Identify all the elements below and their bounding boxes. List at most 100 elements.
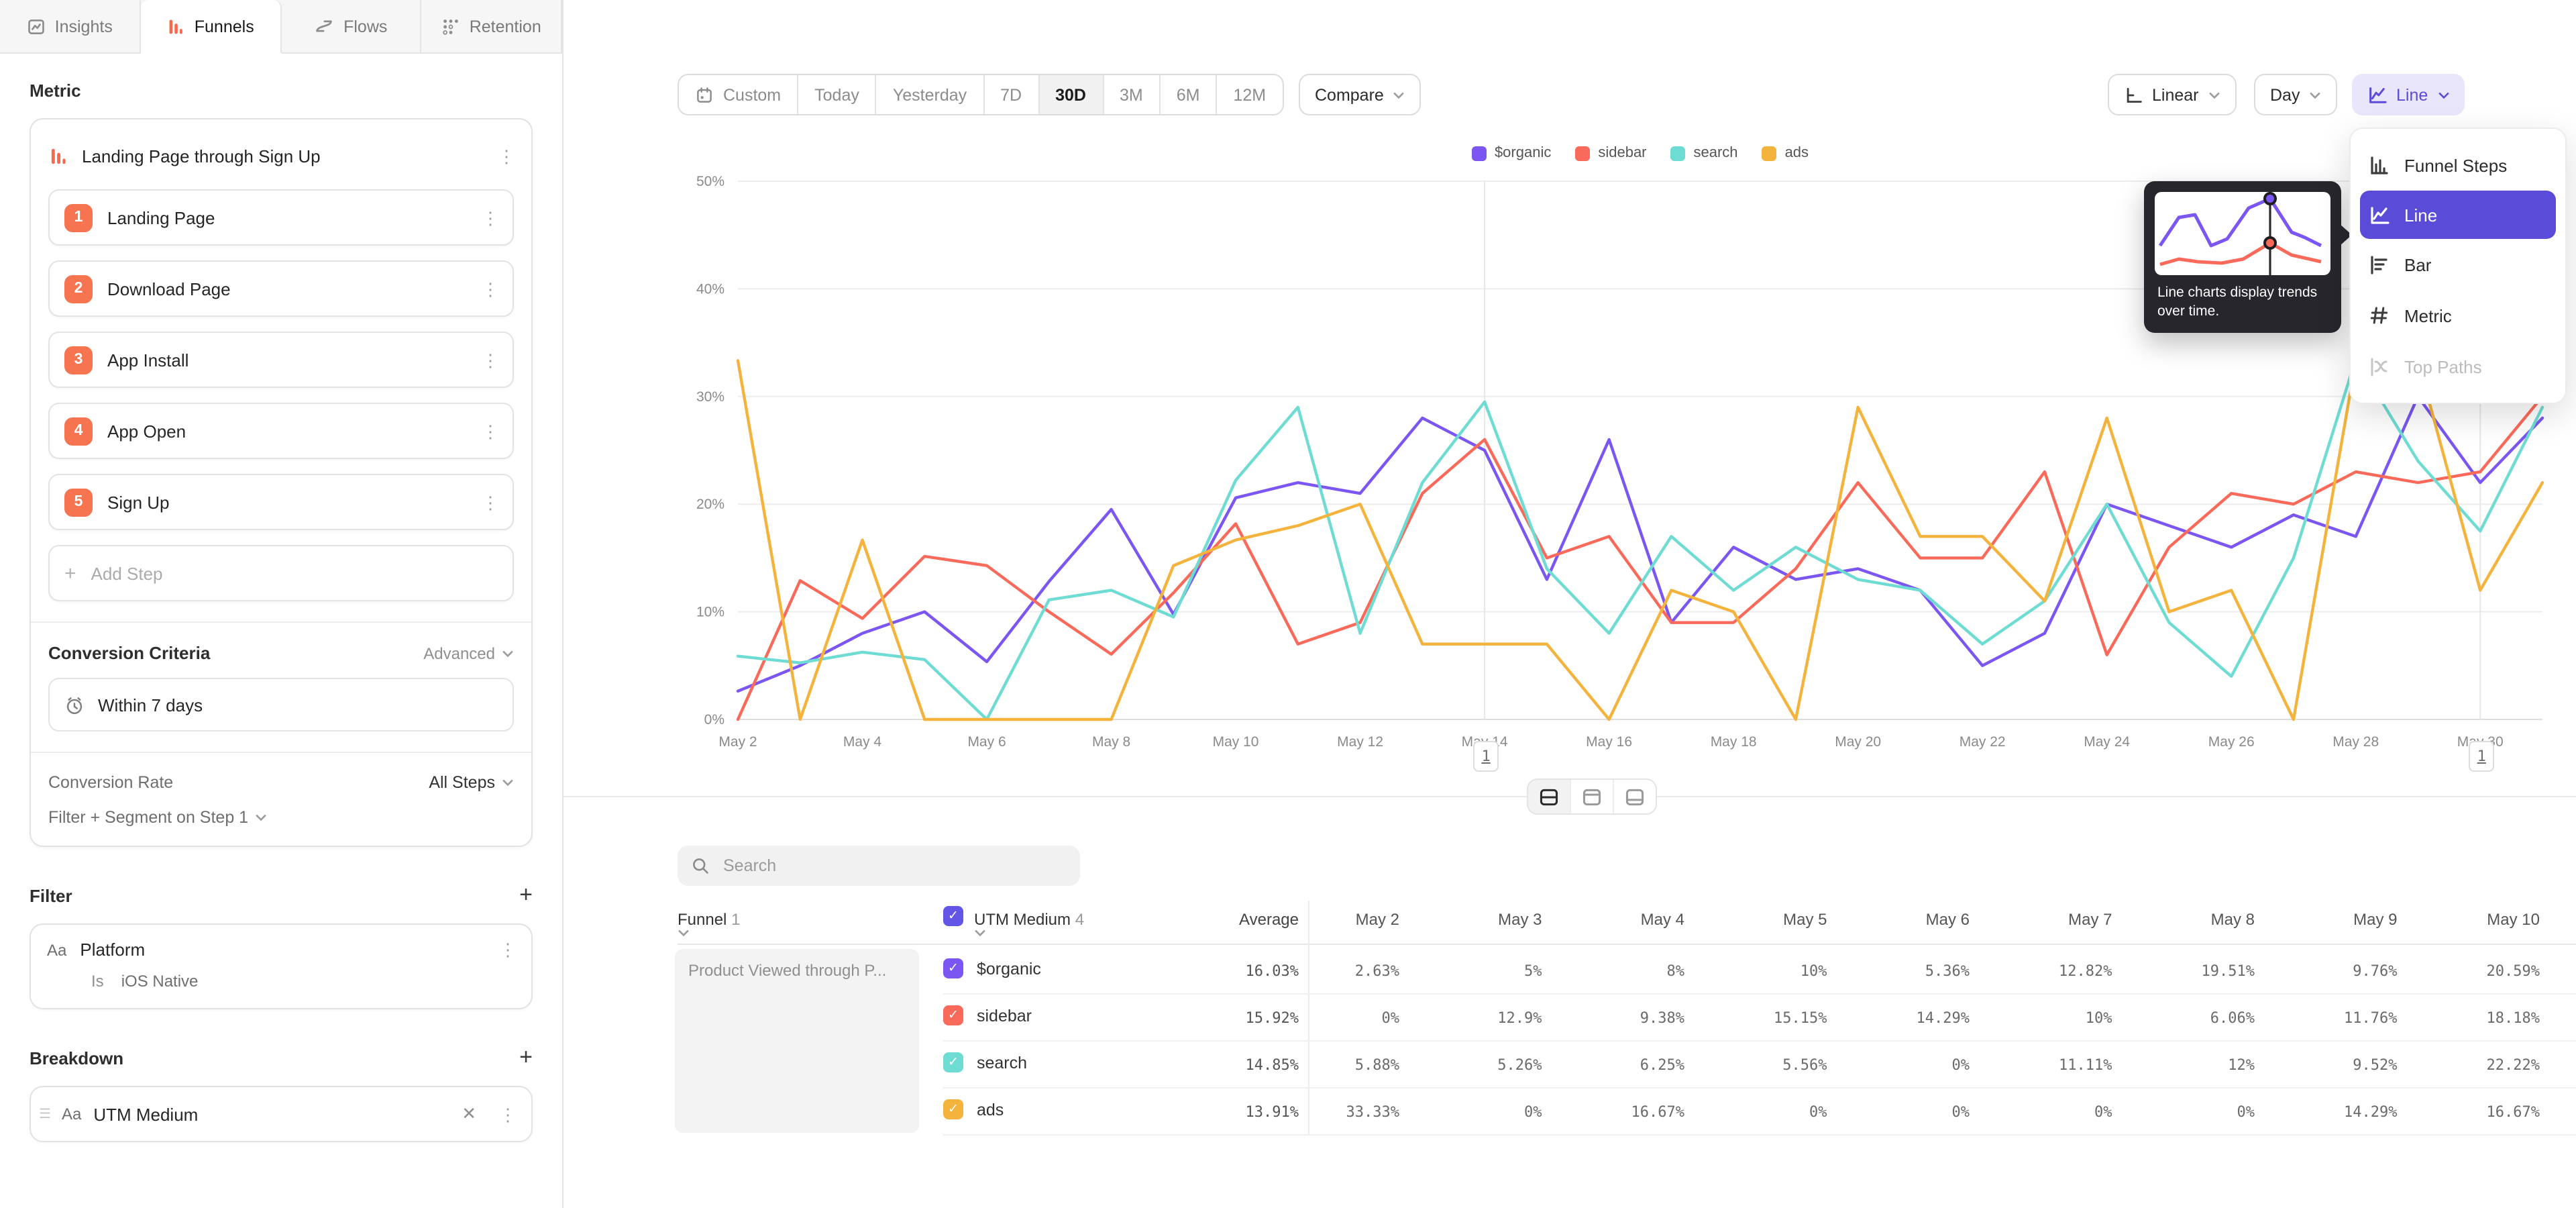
tab-retention[interactable]: Retention	[421, 0, 562, 52]
funnel-step[interactable]: 2 Download Page ⋮	[48, 260, 514, 317]
kebab-icon[interactable]: ⋮	[482, 421, 499, 441]
sidebar: Insights Funnels Flows Retention Metric Lan…	[0, 0, 564, 1208]
date-range-today[interactable]: Today	[798, 75, 877, 114]
close-icon[interactable]: ✕	[462, 1103, 476, 1123]
table-row-name[interactable]: ✓ ads	[943, 1099, 1004, 1119]
kebab-icon[interactable]: ⋮	[499, 1104, 517, 1124]
table-row-name[interactable]: ✓ sidebar	[943, 1005, 1032, 1025]
table-header-date: May 8	[2210, 910, 2255, 929]
annotation-marker[interactable]: 1	[2469, 741, 2495, 772]
svg-text:May 4: May 4	[843, 734, 882, 750]
menu-item-line[interactable]: Line	[2360, 191, 2556, 239]
series-name: ads	[977, 1100, 1004, 1119]
series-organic[interactable]	[736, 395, 2544, 693]
table-header-breakdown[interactable]: UTM Medium 4	[974, 910, 1084, 937]
date-range-label: 7D	[1000, 85, 1022, 104]
date-range-custom[interactable]: Custom	[679, 75, 799, 114]
main-area: Custom Today Yesterday 7D 30D 3M 6M 12M Compare…	[564, 0, 2576, 1208]
chevron-down-icon	[502, 650, 513, 657]
header-checkbox[interactable]: ✓	[943, 906, 963, 926]
add-step-button[interactable]: + Add Step	[48, 545, 514, 601]
conversion-rate-select[interactable]: All Steps	[429, 773, 514, 792]
layout-split-view-button[interactable]	[1528, 780, 1571, 813]
menu-item-bar[interactable]: Bar	[2351, 239, 2565, 290]
row-checkbox[interactable]: ✓	[943, 1099, 963, 1119]
filter-card[interactable]: Aa Platform ⋮ Is iOS Native	[30, 923, 533, 1009]
funnel-step[interactable]: 5 Sign Up ⋮	[48, 474, 514, 530]
funnel-card-header[interactable]: Landing Page through Sign Up ⋮	[48, 137, 515, 174]
kebab-icon[interactable]: ⋮	[498, 146, 515, 166]
funnel-step[interactable]: 1 Landing Page ⋮	[48, 189, 514, 246]
drag-handle-icon[interactable]: ☰	[39, 1107, 51, 1121]
filter-segment-toggle[interactable]: Filter + Segment on Step 1	[48, 808, 514, 827]
menu-item-funnel-steps[interactable]: Funnel Steps	[2351, 140, 2565, 191]
add-breakdown-button[interactable]: +	[519, 1044, 533, 1070]
chart-type-button[interactable]: Line	[2352, 74, 2465, 115]
svg-text:0%: 0%	[704, 712, 724, 727]
row-checkbox[interactable]: ✓	[943, 958, 963, 978]
tab-funnels[interactable]: Funnels	[140, 0, 281, 54]
date-range-3m[interactable]: 3M	[1104, 75, 1161, 114]
legend-item[interactable]: ads	[1762, 145, 1809, 161]
scale-button[interactable]: Linear	[2108, 74, 2237, 115]
table-bottom-border	[943, 1134, 2576, 1136]
series-sidebar[interactable]	[736, 395, 2544, 721]
annotation-marker[interactable]: 1	[1473, 741, 1499, 772]
kebab-icon[interactable]: ⋮	[499, 940, 517, 960]
kebab-icon[interactable]: ⋮	[482, 207, 499, 228]
data-cell: 0%	[1809, 1103, 1827, 1121]
step-label: Landing Page	[107, 207, 215, 228]
funnel-step[interactable]: 4 App Open ⋮	[48, 403, 514, 459]
data-cell: 8%	[1666, 962, 1685, 980]
breakdown-card[interactable]: ☰ Aa UTM Medium ✕ ⋮	[30, 1086, 533, 1142]
series-search[interactable]	[736, 357, 2544, 721]
compare-button[interactable]: Compare	[1299, 74, 1421, 115]
menu-item-metric[interactable]: Metric	[2351, 290, 2565, 341]
step-number-badge: 3	[64, 346, 93, 374]
date-range-yesterday[interactable]: Yesterday	[877, 75, 985, 114]
layout-table-view-button[interactable]	[1614, 780, 1656, 813]
divider	[31, 621, 531, 623]
series-ads[interactable]	[736, 359, 2544, 721]
legend-item[interactable]: sidebar	[1575, 145, 1647, 161]
add-filter-button[interactable]: +	[519, 882, 533, 907]
date-range-30d[interactable]: 30D	[1039, 75, 1104, 114]
row-checkbox[interactable]: ✓	[943, 1005, 963, 1025]
line-chart[interactable]: 0% 10% 20% 30% 40% 50% May 2 May 4 May 6 May 8 May…	[564, 161, 2576, 799]
funnel-step[interactable]: 3 App Install ⋮	[48, 332, 514, 388]
data-cell: 11.76%	[2344, 1009, 2398, 1027]
date-range-12m[interactable]: 12M	[1218, 75, 1283, 114]
row-checkbox[interactable]: ✓	[943, 1052, 963, 1072]
breakdown-title: Breakdown	[30, 1048, 124, 1068]
chevron-down-icon	[678, 929, 689, 937]
funnel-steps-list: 1 Landing Page ⋮ 2 Download Page ⋮ 3 App Instal…	[48, 189, 514, 530]
kebab-icon[interactable]: ⋮	[482, 350, 499, 370]
data-cell: 5.88%	[1354, 1056, 1399, 1074]
kebab-icon[interactable]: ⋮	[482, 279, 499, 299]
advanced-toggle[interactable]: Advanced	[423, 644, 514, 662]
legend-item[interactable]: $organic	[1471, 145, 1551, 161]
menu-item-label: Bar	[2404, 254, 2432, 274]
funnel-group-cell[interactable]: Product Viewed through P...	[675, 949, 919, 1133]
svg-text:May 16: May 16	[1586, 734, 1632, 750]
table-header-funnel[interactable]: Funnel 1	[678, 910, 740, 937]
table-row-name[interactable]: ✓ search	[943, 1052, 1027, 1072]
granularity-button[interactable]: Day	[2254, 74, 2338, 115]
kebab-icon[interactable]: ⋮	[482, 492, 499, 512]
chart-type-menu: Funnel Steps Line Bar Metric Top Paths	[2349, 128, 2567, 404]
layout-chart-view-button[interactable]	[1571, 780, 1614, 813]
average-value: 13.91%	[1245, 1103, 1299, 1121]
tab-flows[interactable]: Flows	[281, 0, 422, 52]
legend-item[interactable]: search	[1670, 145, 1738, 161]
table-row-name[interactable]: ✓ $organic	[943, 958, 1041, 978]
date-range-6m[interactable]: 6M	[1161, 75, 1218, 114]
tab-insights[interactable]: Insights	[0, 0, 141, 52]
data-cell: 18.18%	[2486, 1009, 2540, 1027]
date-range-7d[interactable]: 7D	[984, 75, 1040, 114]
filter-value[interactable]: iOS Native	[121, 972, 199, 991]
step-number-badge: 1	[64, 203, 93, 232]
conversion-window[interactable]: Within 7 days	[48, 678, 514, 732]
filter-operator[interactable]: Is	[91, 972, 104, 991]
date-range-label: 6M	[1176, 85, 1200, 104]
search-input[interactable]	[720, 855, 1067, 876]
